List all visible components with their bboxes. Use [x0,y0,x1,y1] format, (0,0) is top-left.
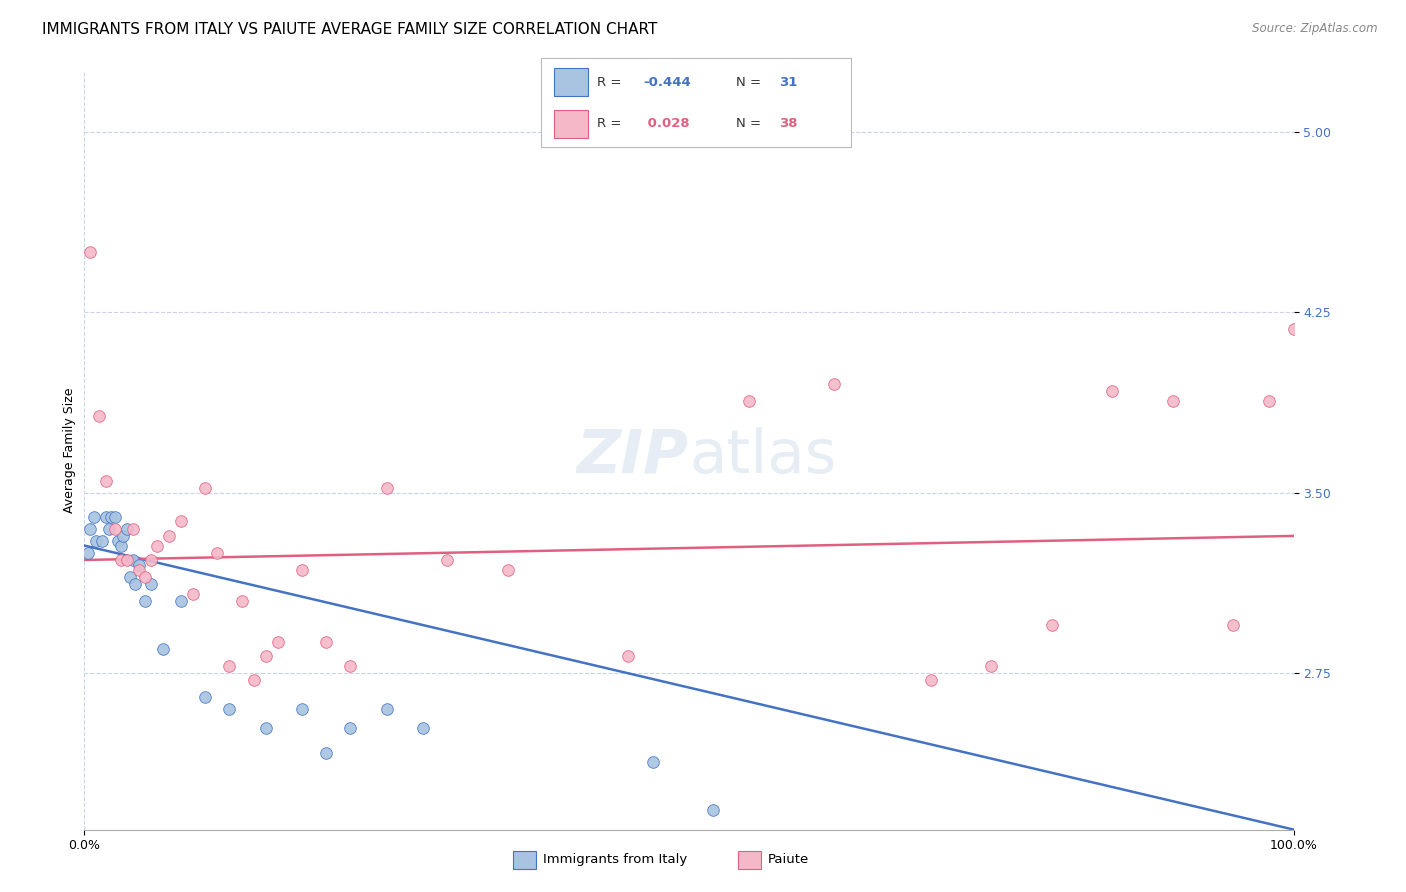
Text: Source: ZipAtlas.com: Source: ZipAtlas.com [1253,22,1378,36]
Point [291,563,314,577]
Point [104,509,127,524]
Point [254,722,277,736]
Point [315,746,337,760]
Text: R =: R = [598,118,626,130]
Point [1222,618,1244,632]
Point [87,409,110,423]
Text: N =: N = [737,118,765,130]
Point [94,509,117,524]
Text: -0.444: -0.444 [644,76,692,88]
Point [254,649,277,664]
Point [128,563,150,577]
Point [115,522,138,536]
Point [218,659,240,673]
Point [641,755,664,769]
Point [702,803,724,817]
Point [1101,384,1123,399]
Text: 31: 31 [779,76,797,88]
Text: ZIP: ZIP [576,427,689,486]
Text: R =: R = [598,76,626,88]
Point [79,244,101,259]
Point [920,673,942,688]
Point [104,522,127,536]
Text: IMMIGRANTS FROM ITALY VS PAIUTE AVERAGE FAMILY SIZE CORRELATION CHART: IMMIGRANTS FROM ITALY VS PAIUTE AVERAGE … [42,22,658,37]
Point [617,649,640,664]
Point [218,702,240,716]
Point [121,553,143,567]
Text: Paiute: Paiute [768,854,808,866]
Point [128,558,150,572]
Point [267,635,290,649]
Point [242,673,264,688]
Point [86,533,108,548]
Point [291,702,314,716]
Point [170,594,193,608]
Point [152,642,174,657]
Point [121,522,143,536]
Point [139,577,162,591]
Point [375,481,398,495]
Point [315,635,337,649]
Text: atlas: atlas [689,427,837,486]
Point [112,529,135,543]
Point [194,481,217,495]
Point [1258,394,1281,409]
Point [339,659,361,673]
FancyBboxPatch shape [554,68,588,96]
Point [207,546,229,560]
Point [170,515,193,529]
Point [124,577,146,591]
Text: 38: 38 [779,118,799,130]
Point [738,394,761,409]
Point [181,587,204,601]
Point [375,702,398,716]
Point [980,659,1002,673]
Point [1161,394,1184,409]
Point [146,539,169,553]
Point [110,553,132,567]
Point [83,509,105,524]
Point [1040,618,1063,632]
Point [134,570,156,584]
Point [79,522,101,536]
Point [110,539,132,553]
Point [91,533,114,548]
Point [115,553,138,567]
Point [97,522,120,536]
Point [157,529,180,543]
Point [194,690,217,705]
Point [120,570,142,584]
Text: Immigrants from Italy: Immigrants from Italy [543,854,688,866]
Point [339,722,361,736]
FancyBboxPatch shape [554,110,588,138]
Point [231,594,253,608]
Point [94,474,117,488]
Point [823,377,845,392]
Y-axis label: Average Family Size: Average Family Size [63,388,76,513]
Point [77,546,100,560]
Point [139,553,162,567]
Text: N =: N = [737,76,765,88]
Point [496,563,519,577]
Text: 0.028: 0.028 [644,118,690,130]
Point [100,509,122,524]
Point [134,594,156,608]
Point [107,533,129,548]
Point [412,722,434,736]
Point [436,553,458,567]
Point [1282,322,1305,336]
